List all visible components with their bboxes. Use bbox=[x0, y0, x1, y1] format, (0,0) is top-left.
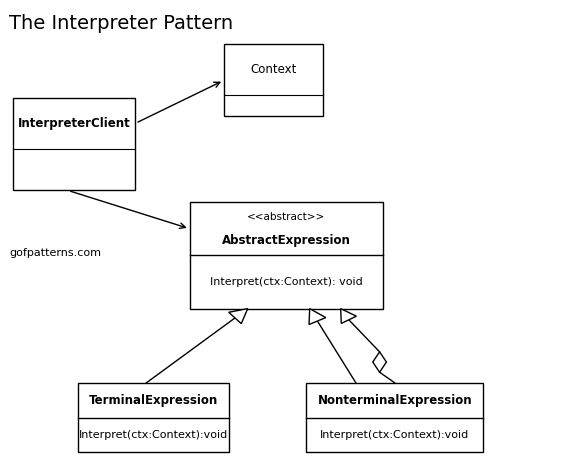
Text: NonterminalExpression: NonterminalExpression bbox=[317, 393, 472, 407]
Text: The Interpreter Pattern: The Interpreter Pattern bbox=[9, 15, 233, 33]
Polygon shape bbox=[340, 309, 357, 324]
Text: AbstractExpression: AbstractExpression bbox=[222, 234, 351, 247]
Polygon shape bbox=[309, 309, 326, 325]
Text: Context: Context bbox=[250, 63, 297, 76]
Bar bbox=[306, 383, 483, 452]
Text: Interpret(ctx:Context):void: Interpret(ctx:Context):void bbox=[320, 430, 469, 440]
Bar bbox=[78, 383, 230, 452]
Bar bbox=[13, 98, 136, 190]
Text: TerminalExpression: TerminalExpression bbox=[89, 393, 219, 407]
Text: <<abstract>>: <<abstract>> bbox=[248, 212, 325, 222]
Text: InterpreterClient: InterpreterClient bbox=[18, 117, 130, 130]
Text: Interpret(ctx:Context): void: Interpret(ctx:Context): void bbox=[210, 277, 363, 287]
Polygon shape bbox=[228, 309, 248, 324]
Bar bbox=[224, 45, 324, 116]
Text: gofpatterns.com: gofpatterns.com bbox=[9, 248, 101, 258]
Bar bbox=[190, 202, 383, 309]
Text: Interpret(ctx:Context):void: Interpret(ctx:Context):void bbox=[79, 430, 228, 440]
Polygon shape bbox=[373, 352, 387, 372]
